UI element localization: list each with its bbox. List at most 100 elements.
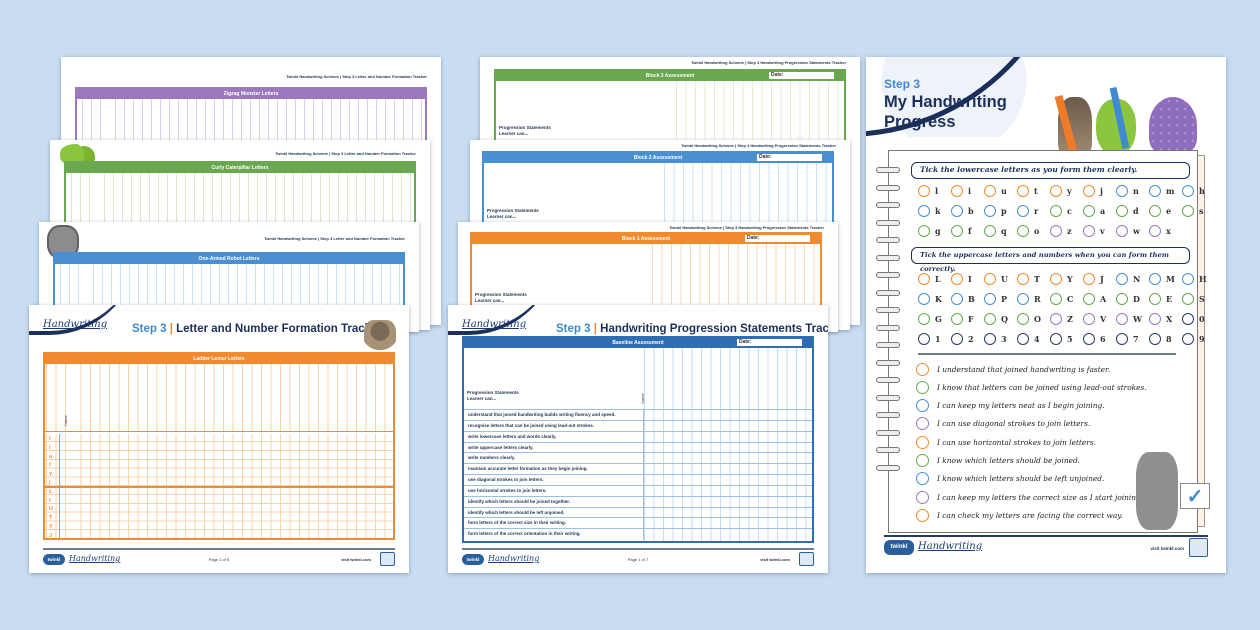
checklist-item[interactable]: I xyxy=(951,271,984,287)
checkbox-circle[interactable] xyxy=(1116,273,1128,285)
checklist-item[interactable]: 4 xyxy=(1017,331,1050,347)
date-field[interactable]: Date: xyxy=(757,154,822,161)
checkbox-circle[interactable] xyxy=(1149,205,1161,217)
checkbox-circle[interactable] xyxy=(918,225,930,237)
checkbox-circle[interactable] xyxy=(1017,185,1029,197)
checkbox-circle[interactable] xyxy=(1149,293,1161,305)
checkbox-circle[interactable] xyxy=(1083,205,1095,217)
checklist-item[interactable]: 8 xyxy=(1149,331,1182,347)
checklist-item[interactable]: f xyxy=(951,223,984,239)
checklist-item[interactable]: F xyxy=(951,311,984,327)
checklist-item[interactable]: b xyxy=(951,203,984,219)
checkbox-circle[interactable] xyxy=(1083,185,1095,197)
checkbox-circle[interactable] xyxy=(918,313,930,325)
checklist-item[interactable]: w xyxy=(1116,223,1149,239)
checklist-item[interactable]: y xyxy=(1050,183,1083,199)
checkbox-circle[interactable] xyxy=(1050,185,1062,197)
checkbox-circle[interactable] xyxy=(918,205,930,217)
statement-item[interactable]: I understand that joined handwriting is … xyxy=(916,360,1110,378)
checklist-item[interactable]: c xyxy=(1050,203,1083,219)
checkbox-circle[interactable] xyxy=(1149,225,1161,237)
checkbox-circle[interactable] xyxy=(1017,205,1029,217)
checklist-item[interactable]: i xyxy=(951,183,984,199)
checkbox-circle[interactable] xyxy=(1017,313,1029,325)
checkbox-circle[interactable] xyxy=(951,225,963,237)
date-field[interactable]: Date: xyxy=(737,339,802,346)
checklist-item[interactable]: X xyxy=(1149,311,1182,327)
checkbox-circle[interactable] xyxy=(916,362,929,376)
checklist-item[interactable]: 9 xyxy=(1182,331,1215,347)
checklist-item[interactable]: t xyxy=(1017,183,1050,199)
checklist-item[interactable]: r xyxy=(1017,203,1050,219)
checkbox-circle[interactable] xyxy=(951,273,963,285)
checklist-item[interactable]: a xyxy=(1083,203,1116,219)
checklist-item[interactable]: j xyxy=(1083,183,1116,199)
checkbox-circle[interactable] xyxy=(984,273,996,285)
checklist-item[interactable]: h xyxy=(1182,183,1215,199)
checkbox-circle[interactable] xyxy=(1116,225,1128,237)
checklist-item[interactable]: x xyxy=(1149,223,1182,239)
checklist-item[interactable]: u xyxy=(984,183,1017,199)
checkbox-circle[interactable] xyxy=(1083,333,1095,345)
checklist-item[interactable]: m xyxy=(1149,183,1182,199)
checkbox-circle[interactable] xyxy=(918,333,930,345)
checkbox-circle[interactable] xyxy=(916,417,929,431)
checklist-item[interactable]: 5 xyxy=(1050,331,1083,347)
checkbox-circle[interactable] xyxy=(1017,225,1029,237)
site-link[interactable]: visit twinkl.com xyxy=(1150,546,1184,551)
checklist-item[interactable]: E xyxy=(1149,291,1182,307)
statement-item[interactable]: I know which letters should be joined. xyxy=(916,452,1080,470)
checklist-item[interactable]: K xyxy=(918,291,951,307)
statement-item[interactable]: I can use horizontal strokes to join let… xyxy=(916,433,1096,451)
checklist-item[interactable]: D xyxy=(1116,291,1149,307)
checkbox-circle[interactable] xyxy=(984,313,996,325)
checkbox-circle[interactable] xyxy=(916,399,929,413)
checkbox-circle[interactable] xyxy=(984,225,996,237)
checkbox-circle[interactable] xyxy=(1017,293,1029,305)
checkbox-circle[interactable] xyxy=(1182,293,1194,305)
checklist-item[interactable]: k xyxy=(918,203,951,219)
checklist-item[interactable]: g xyxy=(918,223,951,239)
checkbox-circle[interactable] xyxy=(918,293,930,305)
checklist-item[interactable]: 7 xyxy=(1116,331,1149,347)
checkbox-circle[interactable] xyxy=(1182,333,1194,345)
checkbox-circle[interactable] xyxy=(984,205,996,217)
checkbox-circle[interactable] xyxy=(1083,225,1095,237)
checkbox-circle[interactable] xyxy=(1017,273,1029,285)
checkbox-circle[interactable] xyxy=(1050,293,1062,305)
checkbox-circle[interactable] xyxy=(1116,293,1128,305)
checkbox-circle[interactable] xyxy=(1050,313,1062,325)
checkbox-circle[interactable] xyxy=(916,490,929,504)
statement-item[interactable]: I know which letters should be left unjo… xyxy=(916,470,1104,488)
checklist-item[interactable]: B xyxy=(951,291,984,307)
statement-item[interactable]: I can keep my letters the correct size a… xyxy=(916,488,1143,506)
checkbox-circle[interactable] xyxy=(1182,205,1194,217)
checklist-item[interactable]: V xyxy=(1083,311,1116,327)
checklist-item[interactable]: N xyxy=(1116,271,1149,287)
checkbox-circle[interactable] xyxy=(984,293,996,305)
checkbox-circle[interactable] xyxy=(951,333,963,345)
checkbox-circle[interactable] xyxy=(1083,273,1095,285)
checkbox-circle[interactable] xyxy=(1182,273,1194,285)
checkbox-circle[interactable] xyxy=(984,185,996,197)
checklist-item[interactable]: q xyxy=(984,223,1017,239)
checklist-item[interactable]: n xyxy=(1116,183,1149,199)
checklist-item[interactable]: H xyxy=(1182,271,1215,287)
checklist-item[interactable]: W xyxy=(1116,311,1149,327)
date-field[interactable]: Date: xyxy=(745,235,810,242)
checkbox-circle[interactable] xyxy=(1116,205,1128,217)
checklist-item[interactable]: R xyxy=(1017,291,1050,307)
checklist-item[interactable]: z xyxy=(1050,223,1083,239)
checklist-item[interactable]: 6 xyxy=(1083,331,1116,347)
checklist-item[interactable]: Q xyxy=(984,311,1017,327)
checkbox-circle[interactable] xyxy=(951,313,963,325)
checklist-item[interactable]: U xyxy=(984,271,1017,287)
checkbox-circle[interactable] xyxy=(916,380,929,394)
checklist-item[interactable]: M xyxy=(1149,271,1182,287)
statement-item[interactable]: I can use diagonal strokes to join lette… xyxy=(916,415,1090,433)
checklist-item[interactable]: J xyxy=(1083,271,1116,287)
site-link[interactable]: visit twinkl.com xyxy=(760,557,790,562)
checklist-item[interactable]: Y xyxy=(1050,271,1083,287)
checkbox-circle[interactable] xyxy=(1050,273,1062,285)
checkbox-circle[interactable] xyxy=(916,472,929,486)
